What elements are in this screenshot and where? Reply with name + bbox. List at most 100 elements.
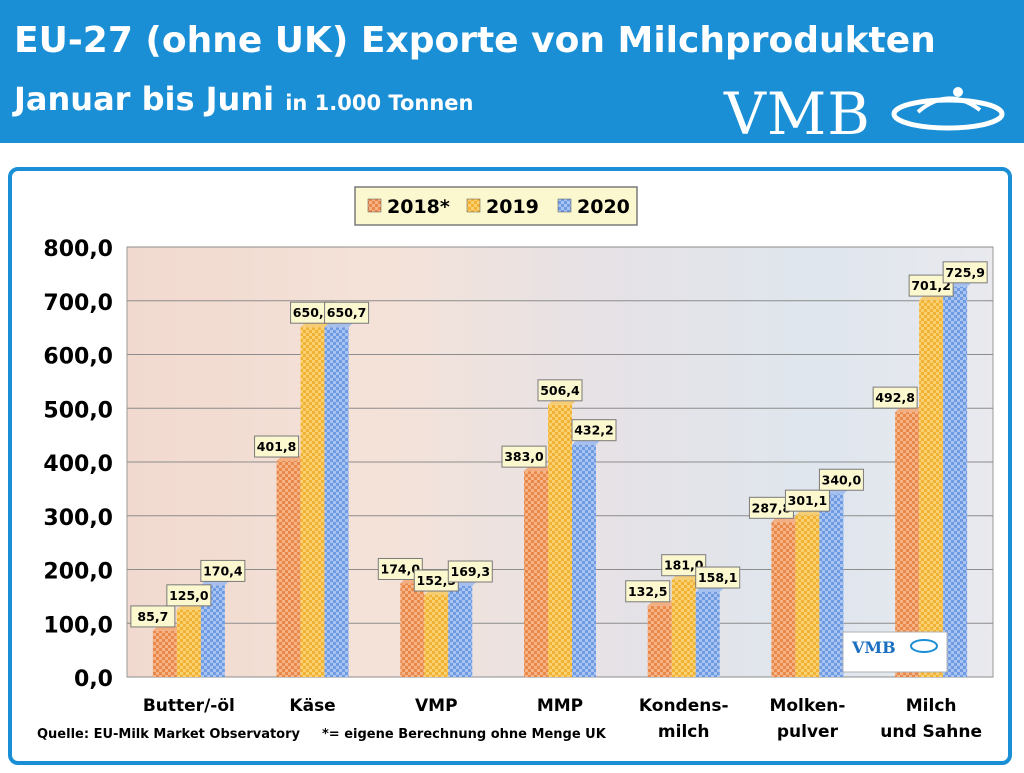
x-category-label: Molken- — [769, 696, 845, 716]
bar-2019 — [919, 300, 944, 677]
value-label: 401,8 — [257, 439, 297, 454]
legend-swatch — [367, 198, 382, 213]
bar-2019 — [300, 327, 325, 677]
x-category-label: Butter/-öl — [143, 696, 235, 716]
subtitle-period: Januar bis Juni — [14, 80, 275, 118]
bar-2018 — [647, 605, 672, 677]
value-label-box — [200, 559, 246, 582]
svg-text:VMB: VMB — [851, 638, 896, 657]
value-label: 170,4 — [203, 563, 243, 578]
y-tick-label: 100,0 — [43, 613, 113, 638]
value-labels: 85,7125,0170,4401,8650,8650,7174,0152,51… — [130, 261, 988, 628]
footnote: *= eigene Berechnung ohne Menge UK — [322, 727, 606, 742]
value-label: 383,0 — [504, 449, 544, 464]
value-label-box — [942, 261, 988, 284]
bar-2020 — [448, 586, 473, 677]
x-category-label: Käse — [289, 696, 335, 716]
legend-swatch — [466, 198, 481, 213]
source-note: Quelle: EU-Milk Market Observatory — [37, 727, 301, 742]
value-label-box — [908, 274, 954, 297]
value-label: 85,7 — [137, 609, 168, 624]
bar-2018 — [276, 461, 301, 677]
value-label: 181,0 — [664, 558, 704, 573]
y-tick-label: 700,0 — [43, 291, 113, 316]
value-label-box — [818, 468, 864, 491]
value-label: 132,5 — [628, 584, 668, 599]
value-label: 506,4 — [540, 383, 580, 398]
x-category-label: milch — [658, 722, 710, 742]
value-label-box — [537, 379, 583, 402]
bar-2020 — [695, 592, 720, 677]
value-label-box — [130, 605, 176, 628]
bar-2018 — [771, 522, 796, 677]
y-tick-label: 0,0 — [74, 667, 113, 692]
y-tick-label: 300,0 — [43, 506, 113, 531]
subtitle-unit: in 1.000 Tonnen — [285, 91, 474, 115]
bar-2019 — [671, 579, 696, 677]
inline-vmb-logo: VMB — [842, 631, 948, 673]
x-axis-categories: Butter/-öl Käse VMP MMP Kondens-milch Molken-… — [143, 696, 982, 742]
value-label-box — [166, 584, 212, 607]
legend-box — [354, 186, 638, 226]
y-axis-ticks: 0,0 100,0 200,0 300,0 400,0 500,0 600,0 700,0 80… — [43, 237, 113, 692]
value-label-box — [625, 580, 671, 603]
value-label: 340,0 — [822, 472, 862, 487]
legend-entry: 2018* — [387, 196, 450, 218]
value-label: 725,9 — [945, 265, 985, 280]
bar-2019 — [424, 595, 449, 677]
value-label-box — [571, 419, 617, 442]
y-tick-label: 800,0 — [43, 237, 113, 262]
legend-entry: 2019 — [486, 196, 539, 218]
bar-2018 — [152, 630, 177, 677]
value-label: 650,8 — [293, 305, 333, 320]
value-label-box — [695, 566, 741, 589]
bar-2020 — [943, 286, 968, 677]
value-label-box — [872, 386, 918, 409]
x-category-label: Milch — [906, 696, 957, 716]
y-tick-label: 200,0 — [43, 560, 113, 585]
value-label: 701,2 — [911, 278, 951, 293]
y-tick-label: 500,0 — [43, 398, 113, 423]
value-label-box — [501, 445, 547, 468]
value-label: 125,0 — [169, 588, 209, 603]
value-label: 650,7 — [327, 305, 367, 320]
x-category-label: und Sahne — [880, 722, 982, 742]
header-banner: EU-27 (ohne UK) Exporte von Milchprodukt… — [0, 0, 1024, 148]
value-label-box — [324, 301, 370, 324]
x-category-label: Kondens- — [639, 696, 729, 716]
value-label: 169,3 — [451, 564, 491, 579]
value-label: 432,2 — [574, 423, 614, 438]
y-tick-label: 600,0 — [43, 345, 113, 370]
value-label: 492,8 — [875, 390, 915, 405]
legend-entry: 2020 — [577, 196, 630, 218]
bar-2019 — [548, 404, 572, 677]
value-label: 152,5 — [417, 573, 457, 588]
value-label-box — [447, 560, 493, 583]
value-label: 158,1 — [698, 570, 738, 585]
value-label: 174,0 — [381, 561, 421, 576]
bar-2019 — [176, 609, 201, 677]
vmb-swoosh-icon — [891, 87, 1005, 131]
bar-2018 — [400, 583, 425, 677]
chart-title: EU-27 (ohne UK) Exporte von Milchprodukt… — [14, 20, 936, 61]
value-label-box — [254, 435, 300, 458]
value-label-box — [661, 554, 707, 577]
y-tick-label: 400,0 — [43, 452, 113, 477]
bar-2020 — [572, 444, 596, 677]
x-category-label: MMP — [537, 696, 583, 716]
bar-2020 — [324, 327, 349, 677]
legend: 2018* 2019 2020 — [354, 186, 638, 226]
x-category-label: pulver — [777, 722, 839, 742]
value-label-box — [377, 557, 423, 580]
legend-swatch — [557, 198, 572, 213]
bar-2018 — [524, 471, 548, 677]
value-label: 287,8 — [752, 500, 792, 515]
bar-2019 — [795, 515, 820, 677]
value-label: 301,1 — [788, 493, 828, 508]
value-label-box — [784, 489, 830, 512]
chart-subtitle: Januar bis Juni in 1.000 Tonnen — [14, 80, 473, 118]
vmb-logo: VMB — [724, 80, 871, 148]
x-category-label: VMP — [415, 696, 458, 716]
bar-2020 — [819, 494, 844, 677]
